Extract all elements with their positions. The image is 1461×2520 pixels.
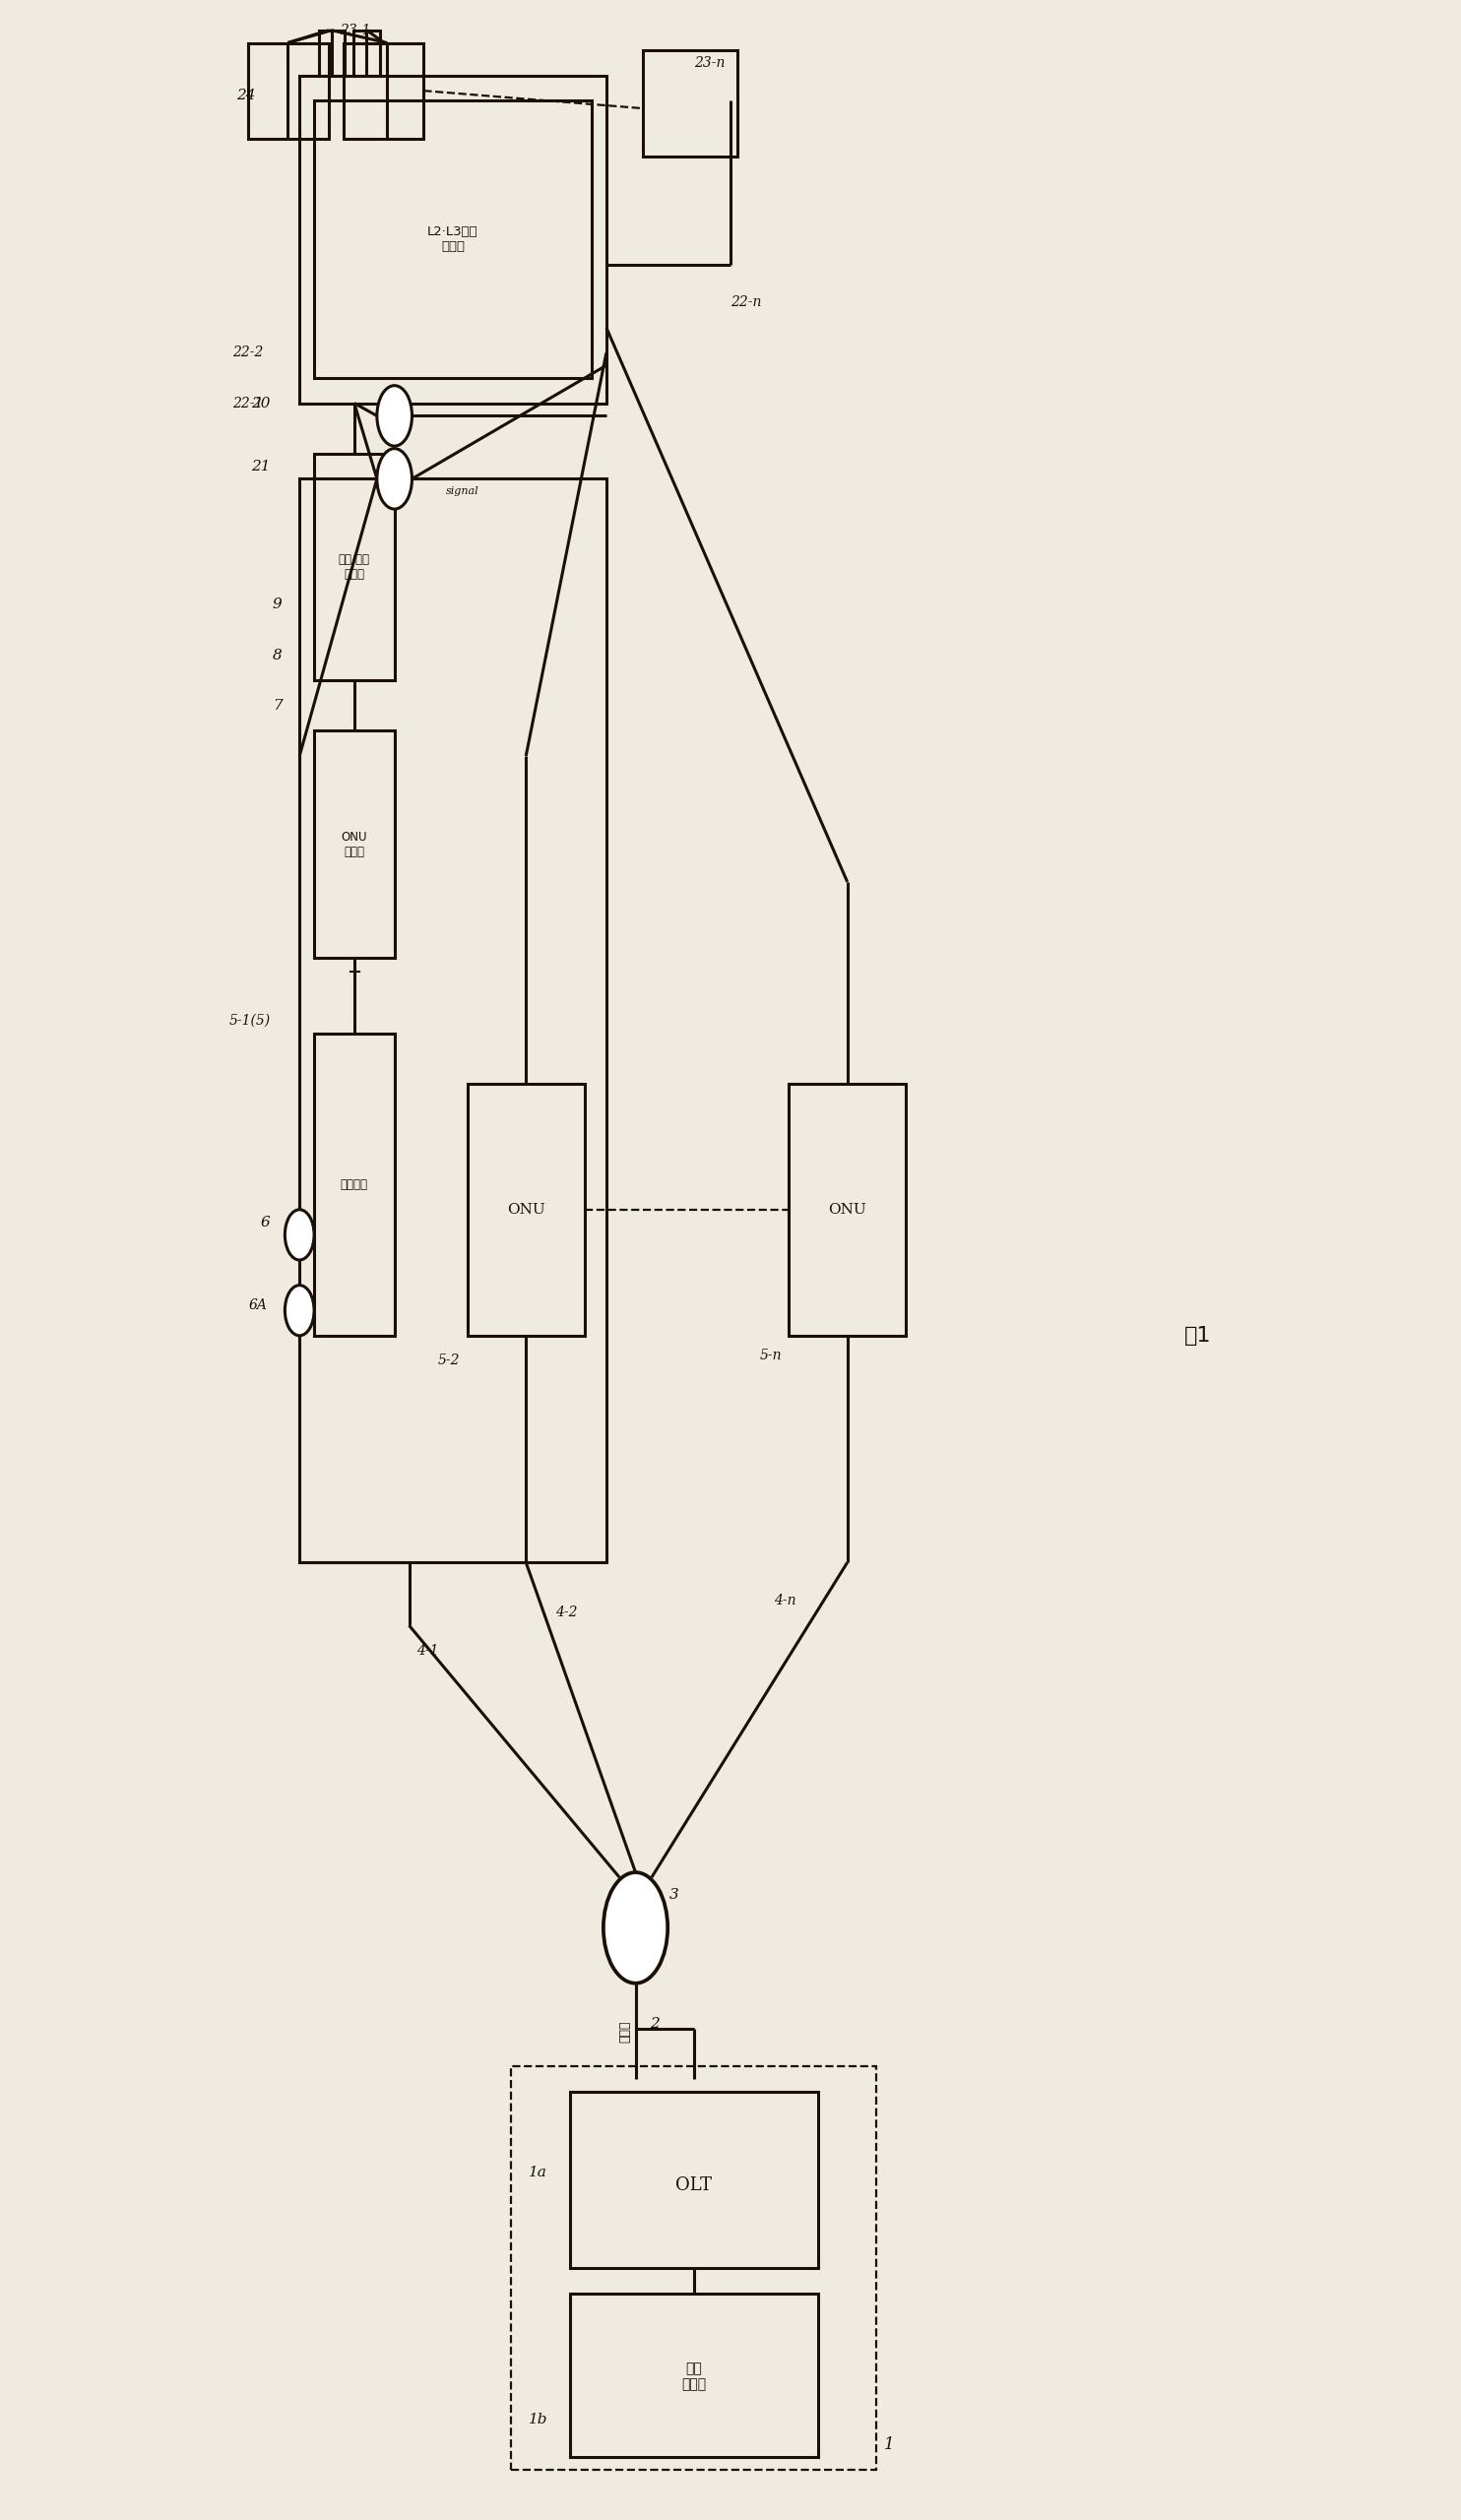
Text: 22-1: 22-1 bbox=[232, 396, 263, 411]
Text: 8: 8 bbox=[272, 648, 282, 663]
Bar bbox=[314, 1033, 394, 1336]
Bar bbox=[789, 1084, 906, 1336]
Text: 20: 20 bbox=[251, 396, 270, 411]
Circle shape bbox=[377, 449, 412, 509]
Text: 7: 7 bbox=[272, 698, 282, 713]
Text: 光信号: 光信号 bbox=[619, 2021, 631, 2041]
Text: 1a: 1a bbox=[529, 2165, 548, 2180]
Text: 23-n: 23-n bbox=[694, 55, 725, 71]
Text: 22-2: 22-2 bbox=[232, 345, 263, 360]
Circle shape bbox=[285, 1210, 314, 1260]
Text: 21: 21 bbox=[251, 459, 270, 474]
Bar bbox=[314, 454, 394, 680]
Bar bbox=[468, 1084, 584, 1336]
Text: +: + bbox=[346, 963, 362, 983]
Text: 1b: 1b bbox=[529, 2412, 548, 2427]
Bar bbox=[314, 731, 394, 958]
Bar bbox=[343, 43, 424, 139]
Text: 24: 24 bbox=[237, 88, 256, 103]
Bar bbox=[300, 76, 606, 403]
Text: OLT: OLT bbox=[676, 2175, 712, 2195]
Text: 图1: 图1 bbox=[1185, 1326, 1211, 1346]
Circle shape bbox=[285, 1285, 314, 1336]
Text: 认证
功能部: 认证 功能部 bbox=[682, 2361, 706, 2391]
Text: L2·L3开关
路由器: L2·L3开关 路由器 bbox=[428, 227, 478, 252]
Text: signal: signal bbox=[446, 486, 479, 496]
Text: 4-2: 4-2 bbox=[555, 1605, 577, 1620]
Circle shape bbox=[377, 386, 412, 446]
Bar bbox=[570, 2293, 818, 2457]
Text: 4-1: 4-1 bbox=[416, 1643, 438, 1658]
Text: 5-n: 5-n bbox=[760, 1348, 782, 1363]
Text: 4-n: 4-n bbox=[774, 1593, 796, 1608]
Text: 3: 3 bbox=[669, 1887, 679, 1903]
Bar bbox=[570, 2092, 818, 2268]
Text: 22-n: 22-n bbox=[730, 295, 761, 310]
Text: 6: 6 bbox=[260, 1215, 270, 1230]
Text: 2: 2 bbox=[650, 2016, 660, 2031]
Text: 5-1(5): 5-1(5) bbox=[229, 1013, 270, 1028]
Text: 5-2: 5-2 bbox=[438, 1353, 460, 1368]
Bar bbox=[314, 101, 592, 378]
Text: 1: 1 bbox=[884, 2437, 894, 2452]
Text: 串行/并行
变換部: 串行/并行 变換部 bbox=[339, 554, 370, 580]
Bar bbox=[300, 479, 606, 1562]
Text: ONU: ONU bbox=[507, 1202, 545, 1217]
Text: 9: 9 bbox=[272, 597, 282, 612]
Circle shape bbox=[603, 1872, 668, 1983]
Bar bbox=[318, 30, 345, 76]
Bar bbox=[643, 50, 738, 156]
Text: ONU: ONU bbox=[828, 1202, 866, 1217]
Bar bbox=[354, 30, 380, 76]
Text: ONU
功能部: ONU 功能部 bbox=[342, 832, 367, 857]
Text: 6A: 6A bbox=[248, 1298, 267, 1313]
Text: 23-1: 23-1 bbox=[339, 23, 371, 38]
Bar bbox=[248, 43, 329, 139]
Bar bbox=[511, 2066, 877, 2470]
Text: 光耦合器: 光耦合器 bbox=[340, 1177, 368, 1192]
